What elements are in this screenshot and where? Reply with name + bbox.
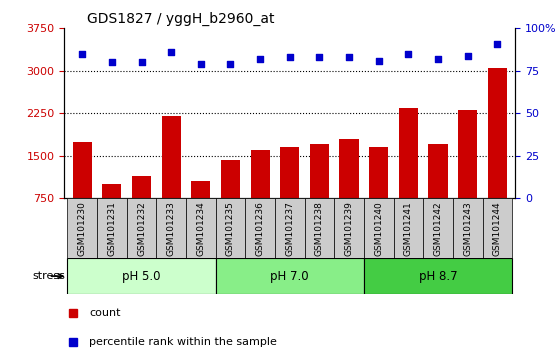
Text: pH 7.0: pH 7.0 — [270, 270, 309, 282]
Bar — [364, 198, 394, 258]
Point — [78, 51, 87, 57]
Bar — [369, 147, 389, 198]
Text: pH 5.0: pH 5.0 — [122, 270, 161, 282]
Bar — [67, 198, 97, 258]
Bar — [186, 198, 216, 258]
Bar — [245, 198, 275, 258]
Bar — [161, 116, 181, 198]
Text: GSM101243: GSM101243 — [463, 201, 472, 256]
Text: GSM101231: GSM101231 — [108, 201, 116, 256]
Bar — [97, 198, 127, 258]
Bar — [310, 144, 329, 198]
Text: GSM101234: GSM101234 — [197, 201, 206, 256]
Bar — [423, 198, 453, 258]
Bar — [132, 176, 151, 198]
Bar — [250, 150, 270, 198]
Bar — [364, 258, 512, 294]
Text: percentile rank within the sample: percentile rank within the sample — [89, 337, 277, 347]
Bar — [216, 198, 245, 258]
Point — [493, 41, 502, 46]
Text: GSM101236: GSM101236 — [256, 201, 265, 256]
Point — [286, 55, 295, 60]
Bar — [67, 258, 216, 294]
Point — [433, 56, 442, 62]
Text: GDS1827 / yggH_b2960_at: GDS1827 / yggH_b2960_at — [87, 12, 274, 26]
Text: stress: stress — [32, 271, 65, 281]
Bar — [339, 139, 359, 198]
Text: count: count — [89, 308, 121, 318]
Text: GSM101238: GSM101238 — [315, 201, 324, 256]
Bar — [102, 184, 122, 198]
Text: pH 8.7: pH 8.7 — [419, 270, 458, 282]
Point — [344, 55, 353, 60]
Point — [404, 51, 413, 57]
Text: GSM101232: GSM101232 — [137, 201, 146, 256]
Text: GSM101244: GSM101244 — [493, 201, 502, 256]
Bar — [280, 147, 300, 198]
Point — [256, 56, 265, 62]
Point — [463, 53, 472, 58]
Bar — [483, 198, 512, 258]
Point — [137, 59, 146, 65]
Text: GSM101237: GSM101237 — [285, 201, 295, 256]
Bar — [305, 198, 334, 258]
Text: GSM101235: GSM101235 — [226, 201, 235, 256]
Text: GSM101240: GSM101240 — [374, 201, 383, 256]
Bar — [428, 144, 448, 198]
Point — [167, 49, 176, 55]
Point — [197, 61, 206, 67]
Bar — [73, 142, 92, 198]
Text: GSM101241: GSM101241 — [404, 201, 413, 256]
Bar — [488, 68, 507, 198]
Bar — [156, 198, 186, 258]
Bar — [399, 108, 418, 198]
Point — [315, 55, 324, 60]
Bar — [275, 198, 305, 258]
Bar — [127, 198, 156, 258]
Bar — [221, 160, 240, 198]
Bar — [394, 198, 423, 258]
Point — [108, 59, 116, 65]
Text: GSM101242: GSM101242 — [433, 201, 442, 256]
Point — [226, 61, 235, 67]
Text: GSM101239: GSM101239 — [344, 201, 353, 256]
Text: GSM101233: GSM101233 — [167, 201, 176, 256]
Bar — [216, 258, 364, 294]
Bar — [191, 181, 211, 198]
Bar — [458, 110, 477, 198]
Bar — [334, 198, 364, 258]
Text: GSM101230: GSM101230 — [78, 201, 87, 256]
Bar — [453, 198, 483, 258]
Point — [374, 58, 383, 63]
